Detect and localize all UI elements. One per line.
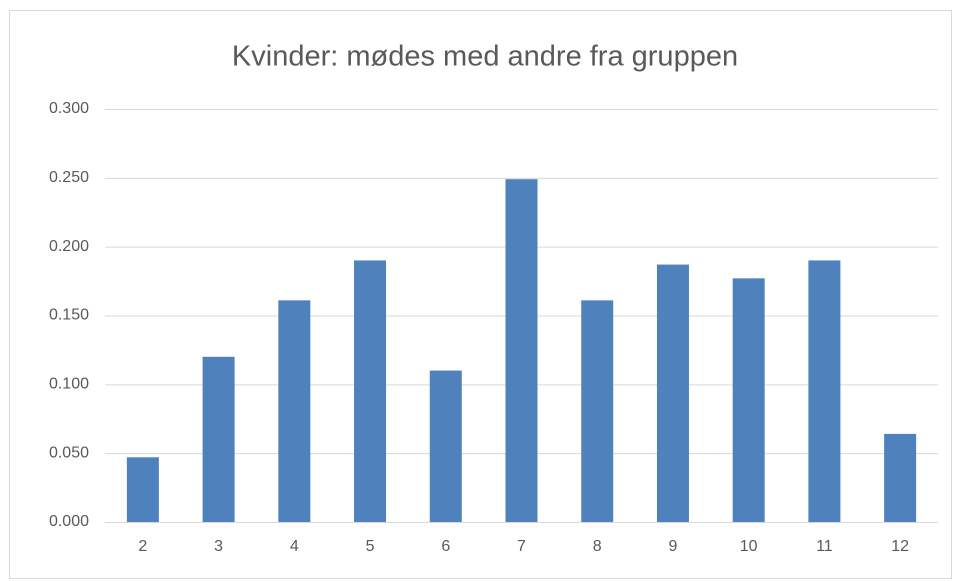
bar (278, 300, 311, 522)
bar (732, 278, 765, 522)
chart-title: Kvinder: mødes med andre fra gruppen (232, 41, 738, 73)
x-tick-label: 2 (138, 538, 147, 555)
y-tick-label: 0.300 (49, 100, 89, 117)
x-tick-label: 10 (740, 538, 758, 555)
y-tick-label: 0.000 (49, 513, 89, 530)
x-tick-label: 6 (441, 538, 450, 555)
x-tick-label: 7 (517, 538, 526, 555)
x-tick-label: 12 (891, 538, 909, 555)
x-tick-label: 4 (290, 538, 299, 555)
bar (505, 179, 538, 522)
x-tick-label: 9 (669, 538, 678, 555)
bar (808, 260, 841, 522)
y-tick-label: 0.250 (49, 169, 89, 186)
x-tick-label: 11 (816, 538, 833, 555)
x-tick-label: 3 (214, 538, 223, 555)
chart-frame (9, 10, 952, 579)
x-tick-label: 8 (593, 538, 602, 555)
bar (581, 300, 614, 522)
bar (429, 370, 462, 522)
x-tick-label: 5 (366, 538, 375, 555)
bar (202, 356, 235, 522)
bar (884, 433, 917, 522)
y-tick-label: 0.050 (49, 444, 89, 461)
bar (126, 457, 159, 522)
y-tick-label: 0.100 (49, 376, 89, 393)
y-tick-label: 0.200 (49, 238, 89, 255)
y-tick-label: 0.150 (49, 307, 89, 324)
bar (354, 260, 387, 522)
bar (656, 264, 689, 522)
